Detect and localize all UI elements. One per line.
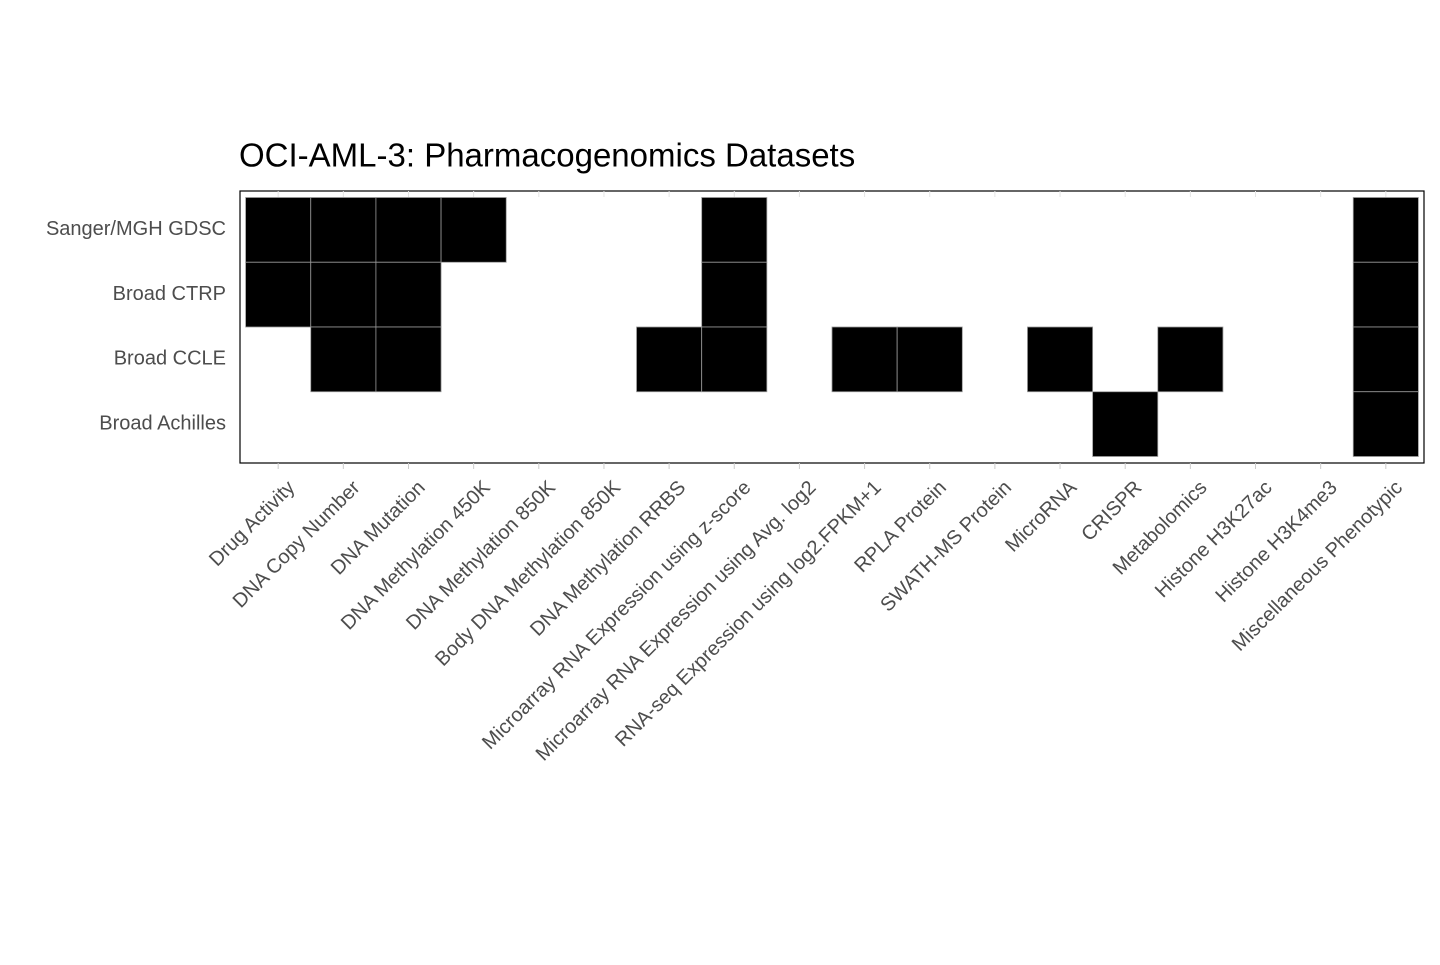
tile	[1223, 198, 1288, 263]
tile	[1288, 327, 1353, 392]
y-tick-label: Broad CCLE	[114, 348, 226, 370]
plot-panel	[239, 190, 1425, 464]
tile	[897, 262, 962, 327]
tile	[1158, 262, 1223, 327]
tile	[637, 262, 702, 327]
tile	[571, 327, 636, 392]
tile	[832, 392, 897, 457]
tile	[441, 392, 506, 457]
tile	[1223, 327, 1288, 392]
tile	[246, 392, 311, 457]
x-tick-label: DNA Copy Number	[229, 476, 365, 612]
tile	[962, 198, 1027, 263]
x-tick-label: Histone H3K4me3	[1211, 477, 1341, 607]
tile	[440, 197, 507, 263]
tile	[1352, 391, 1419, 457]
tile	[245, 261, 312, 328]
tile	[701, 261, 768, 328]
tile	[962, 392, 1027, 457]
tile	[1027, 262, 1092, 327]
tile	[1158, 198, 1223, 263]
tile	[1158, 392, 1223, 457]
tile	[637, 198, 702, 263]
tile	[506, 198, 571, 263]
tile	[832, 198, 897, 263]
tile	[571, 262, 636, 327]
tile	[506, 392, 571, 457]
tile	[1027, 326, 1094, 393]
tile	[571, 392, 636, 457]
tile	[375, 197, 442, 263]
tile	[962, 262, 1027, 327]
tile	[441, 262, 506, 327]
tile	[310, 197, 377, 263]
tile	[1093, 262, 1158, 327]
tile	[245, 197, 312, 263]
tile	[376, 392, 441, 457]
tile	[832, 262, 897, 327]
tile	[701, 197, 768, 263]
chart-title: OCI-AML-3: Pharmacogenomics Datasets	[239, 137, 855, 174]
tile	[962, 327, 1027, 392]
tile	[1093, 198, 1158, 263]
tile	[310, 261, 377, 328]
x-tick-label: SWATH-MS Protein	[876, 477, 1016, 617]
tile	[1223, 262, 1288, 327]
tile	[897, 198, 962, 263]
tile	[1352, 197, 1419, 263]
tile	[1288, 262, 1353, 327]
tile	[701, 326, 768, 393]
tile	[767, 198, 832, 263]
tile	[571, 198, 636, 263]
y-tick-label: Sanger/MGH GDSC	[46, 218, 226, 240]
tile	[637, 392, 702, 457]
tile	[896, 326, 963, 393]
tile	[1352, 326, 1419, 393]
tile	[767, 327, 832, 392]
tile	[506, 327, 571, 392]
tile	[1288, 198, 1353, 263]
tile	[1223, 392, 1288, 457]
x-tick-label: MicroRNA	[1001, 476, 1081, 556]
tile	[246, 327, 311, 392]
y-tick-label: Broad CTRP	[113, 283, 226, 305]
tile	[1027, 198, 1092, 263]
y-tick-label: Broad Achilles	[99, 412, 226, 434]
x-tick-label: Histone H3K27ac	[1151, 477, 1277, 603]
tile	[897, 392, 962, 457]
tile	[441, 327, 506, 392]
tile	[1288, 392, 1353, 457]
tile	[1027, 392, 1092, 457]
tile	[767, 392, 832, 457]
tile	[702, 392, 767, 457]
tile	[311, 392, 376, 457]
tile	[831, 326, 898, 393]
tile	[1352, 261, 1419, 328]
tile	[375, 261, 442, 328]
tile	[767, 262, 832, 327]
tile	[310, 326, 377, 393]
tile	[506, 262, 571, 327]
tile	[1093, 327, 1158, 392]
tile	[1092, 391, 1159, 457]
tile	[1157, 326, 1224, 393]
tile	[636, 326, 703, 393]
tile	[375, 326, 442, 393]
